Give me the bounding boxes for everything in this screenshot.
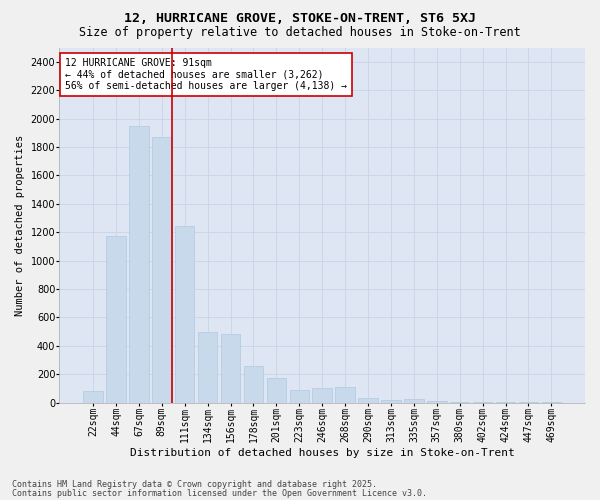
Bar	[129, 126, 149, 402]
Text: Contains public sector information licensed under the Open Government Licence v3: Contains public sector information licen…	[12, 489, 427, 498]
Bar	[290, 390, 309, 402]
Bar	[152, 137, 172, 402]
Bar	[313, 388, 332, 402]
Bar	[175, 226, 194, 402]
Text: Contains HM Land Registry data © Crown copyright and database right 2025.: Contains HM Land Registry data © Crown c…	[12, 480, 377, 489]
X-axis label: Distribution of detached houses by size in Stoke-on-Trent: Distribution of detached houses by size …	[130, 448, 515, 458]
Bar	[381, 400, 401, 402]
Bar	[221, 334, 241, 402]
Text: Size of property relative to detached houses in Stoke-on-Trent: Size of property relative to detached ho…	[79, 26, 521, 39]
Bar	[266, 378, 286, 402]
Bar	[83, 391, 103, 402]
Bar	[106, 236, 126, 402]
Bar	[404, 399, 424, 402]
Bar	[335, 387, 355, 402]
Bar	[244, 366, 263, 403]
Bar	[198, 332, 217, 402]
Y-axis label: Number of detached properties: Number of detached properties	[15, 134, 25, 316]
Text: 12, HURRICANE GROVE, STOKE-ON-TRENT, ST6 5XJ: 12, HURRICANE GROVE, STOKE-ON-TRENT, ST6…	[124, 12, 476, 26]
Text: 12 HURRICANE GROVE: 91sqm
← 44% of detached houses are smaller (3,262)
56% of se: 12 HURRICANE GROVE: 91sqm ← 44% of detac…	[65, 58, 347, 92]
Bar	[358, 398, 378, 402]
